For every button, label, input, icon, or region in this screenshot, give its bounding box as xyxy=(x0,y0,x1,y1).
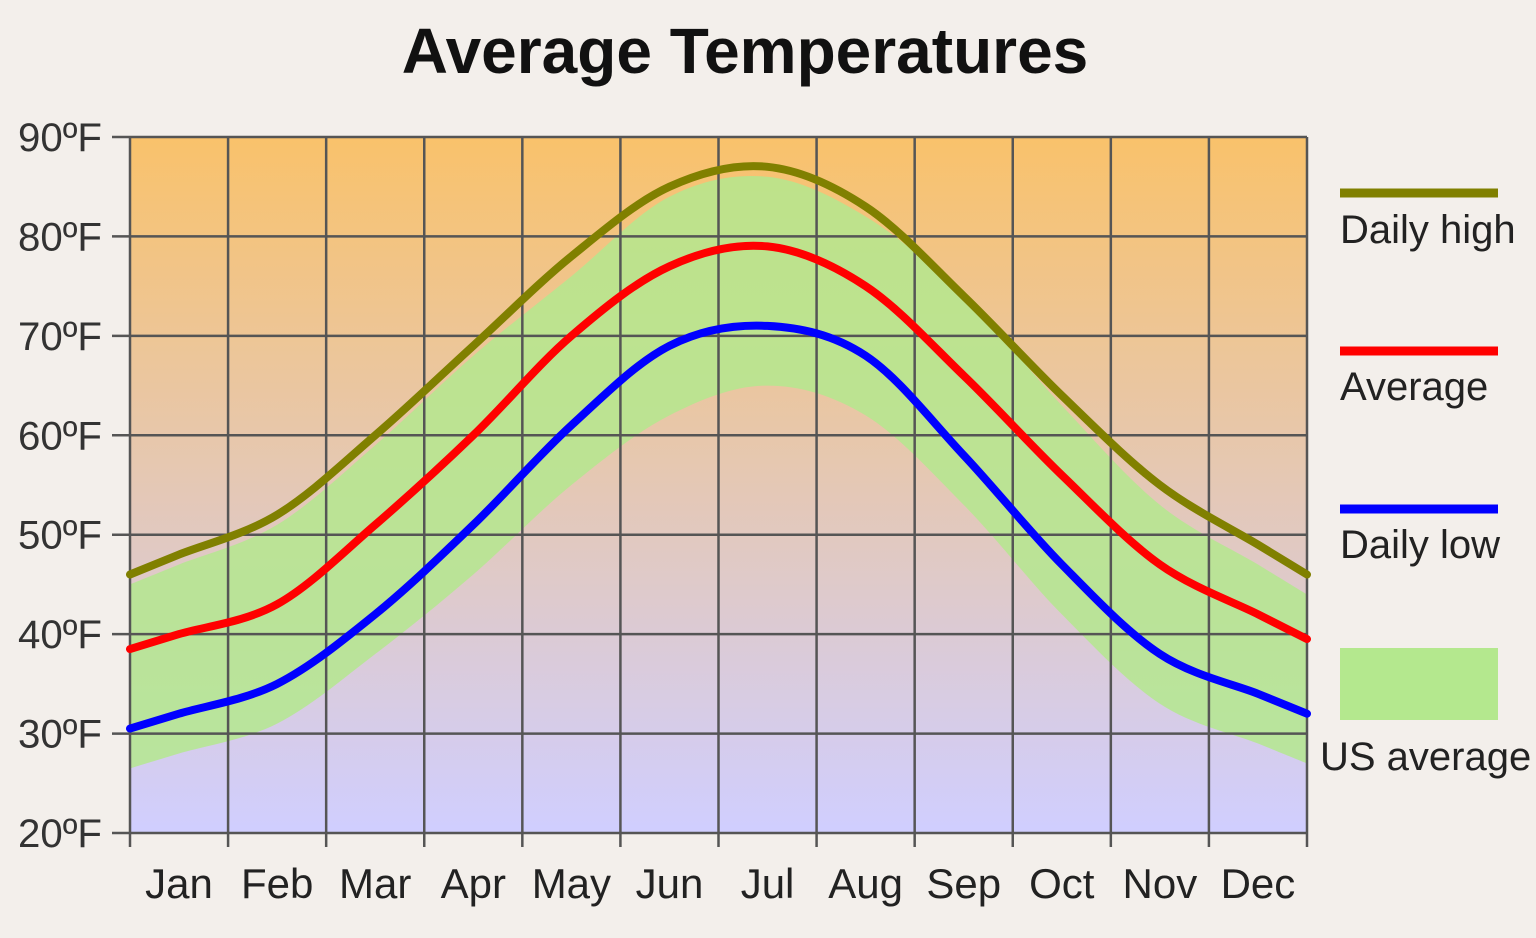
x-tick-label: Apr xyxy=(441,860,506,907)
x-tick-label: Jun xyxy=(636,860,704,907)
x-tick-label: Nov xyxy=(1123,860,1198,907)
legend-label: Daily low xyxy=(1340,523,1500,567)
legend-label: Average xyxy=(1340,365,1488,409)
x-tick-label: Oct xyxy=(1029,860,1095,907)
x-tick-label: Aug xyxy=(828,860,903,907)
y-tick-label: 30ºF xyxy=(18,713,102,757)
x-tick-label: Jul xyxy=(741,860,795,907)
chart-title: Average Temperatures xyxy=(401,15,1089,87)
y-tick-label: 70ºF xyxy=(18,315,102,359)
series-line-average xyxy=(126,241,1311,654)
legend-label: US average xyxy=(1320,735,1531,779)
series-line-daily-high xyxy=(126,162,1311,579)
y-tick-label: 50ºF xyxy=(18,514,102,558)
legend-swatch xyxy=(1340,648,1498,720)
x-tick-label: May xyxy=(532,860,611,907)
y-tick-label: 80ºF xyxy=(18,215,102,259)
x-tick-label: Jan xyxy=(145,860,213,907)
series-line-daily-low xyxy=(126,321,1311,733)
y-tick-label: 60ºF xyxy=(18,414,102,458)
legend-label: Daily high xyxy=(1340,208,1516,252)
x-tick-label: Mar xyxy=(339,860,411,907)
y-tick-label: 20ºF xyxy=(18,812,102,856)
y-tick-label: 90ºF xyxy=(18,116,102,160)
x-tick-label: Dec xyxy=(1221,860,1296,907)
x-tick-label: Feb xyxy=(241,860,313,907)
y-tick-label: 40ºF xyxy=(18,613,102,657)
x-tick-label: Sep xyxy=(926,860,1001,907)
